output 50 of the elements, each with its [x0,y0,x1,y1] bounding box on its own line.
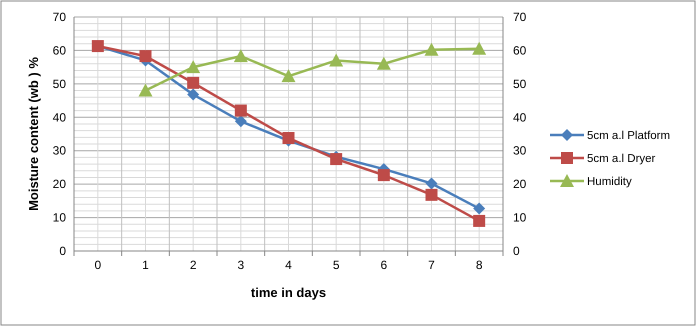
point [376,56,391,70]
legend-label: Humidity [587,176,632,188]
y2-tick-label: 50 [513,76,527,91]
x-tick-label: 4 [285,258,292,272]
point [187,88,200,101]
point [426,188,438,201]
point [329,53,344,66]
y2-tick-label: 0 [513,244,520,258]
y2-tick-label: 30 [513,144,527,158]
y2-tick-label: 20 [513,177,527,192]
y2-tick-label: 10 [513,210,527,225]
y-tick-label: 50 [52,76,66,91]
point [234,115,247,128]
y-tick-label: 0 [59,244,66,258]
y2-tick-label: 60 [513,43,527,58]
legend-label: 5cm a.l Dryer [587,153,656,165]
point [187,76,200,89]
y-tick-label: 30 [52,144,66,158]
x-tick-label: 0 [94,258,102,272]
point [282,132,294,144]
x-tick-label: 3 [237,258,244,272]
x-tick-label: 2 [190,258,197,272]
point [234,49,248,62]
x-tick-label: 6 [380,258,388,272]
x-tick-label: 1 [142,258,150,272]
x-tick-label: 7 [428,258,436,272]
point [140,50,152,62]
y-axis-title: Moisture content (wb ) % [26,56,41,211]
y2-tick-label: 40 [513,110,527,124]
y-tick-label: 70 [52,10,66,24]
x-tick-label: 8 [476,258,483,272]
point [424,42,438,56]
point [186,60,200,74]
x-axis-title: time in days [250,285,326,300]
point [472,42,486,55]
point [234,104,247,117]
y-tick-label: 40 [52,110,66,124]
x-tick-label: 5 [332,258,340,272]
point [473,202,486,215]
y-tick-label: 20 [52,177,66,192]
legend-label: 5cm a.l Platform [587,130,670,142]
point [138,84,152,97]
y-tick-label: 60 [52,43,66,58]
point [473,214,486,227]
point [330,153,342,166]
point [282,69,296,82]
y-tick-label: 10 [52,210,66,225]
y2-tick-label: 70 [513,10,527,24]
point [426,177,438,190]
point [378,169,390,182]
